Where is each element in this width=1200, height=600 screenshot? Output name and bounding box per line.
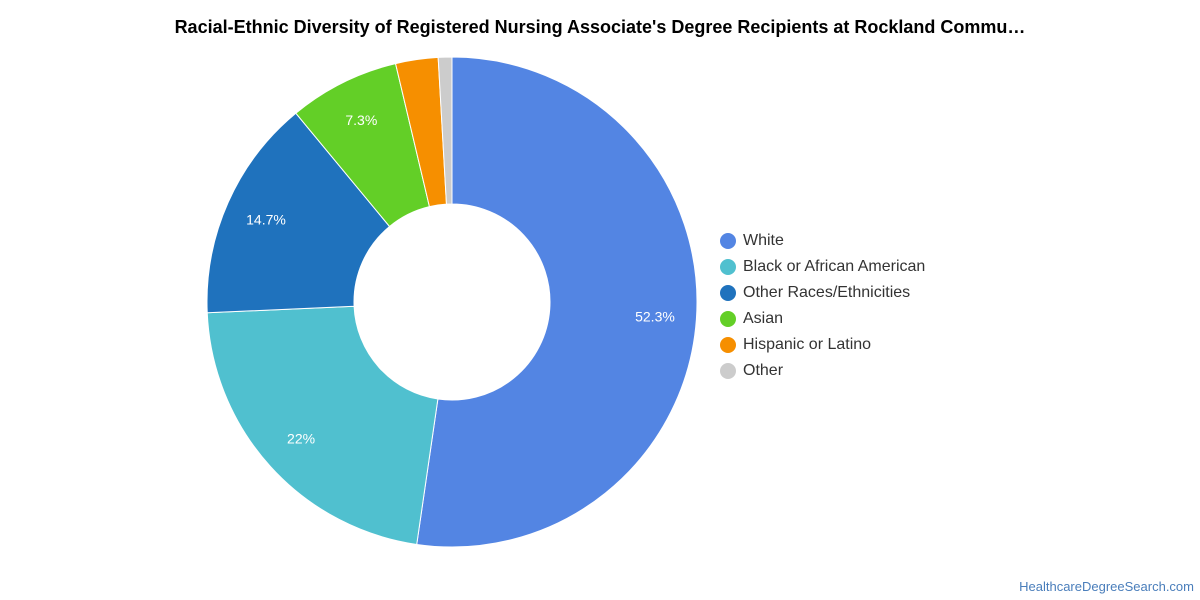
- legend-label: Hispanic or Latino: [743, 336, 872, 353]
- slice-other[interactable]: [437, 56, 453, 205]
- legend-swatch-icon: [720, 311, 736, 327]
- slice-white[interactable]: [416, 56, 698, 548]
- chart-title: Racial-Ethnic Diversity of Registered Nu…: [174, 17, 1026, 37]
- legend-label: Other Races/Ethnicities: [743, 284, 911, 301]
- legend-item[interactable]: Other: [720, 358, 925, 384]
- source-link[interactable]: HealthcareDegreeSearch.com: [1019, 579, 1194, 594]
- legend-swatch-icon: [720, 285, 736, 301]
- legend-swatch-icon: [720, 259, 736, 275]
- legend-item[interactable]: Black or African American: [720, 254, 925, 280]
- legend-item[interactable]: Asian: [720, 306, 925, 332]
- legend-swatch-icon: [720, 363, 736, 379]
- data-label: 52.3%: [635, 309, 675, 325]
- data-label: 7.3%: [345, 112, 377, 128]
- data-label: 14.7%: [246, 211, 286, 227]
- legend-label: Other: [743, 362, 784, 379]
- slices-group: [206, 56, 698, 548]
- legend: White Black or African American Other Race…: [720, 228, 925, 384]
- legend-item[interactable]: White: [720, 228, 925, 254]
- legend-swatch-icon: [720, 337, 736, 353]
- slice-other-races-ethnicities[interactable]: [206, 112, 391, 314]
- legend-item[interactable]: Hispanic or Latino: [720, 332, 925, 358]
- data-label: 22%: [287, 430, 315, 446]
- legend-label: Asian: [743, 310, 784, 327]
- data-labels-group: 52.3% 22% 14.7% 7.3%: [246, 112, 675, 447]
- legend-swatch-icon: [720, 233, 736, 249]
- legend-label: White: [743, 232, 784, 249]
- legend-label: Black or African American: [743, 258, 926, 275]
- legend-item[interactable]: Other Races/Ethnicities: [720, 280, 925, 306]
- slice-black-or-african-american[interactable]: [206, 305, 439, 546]
